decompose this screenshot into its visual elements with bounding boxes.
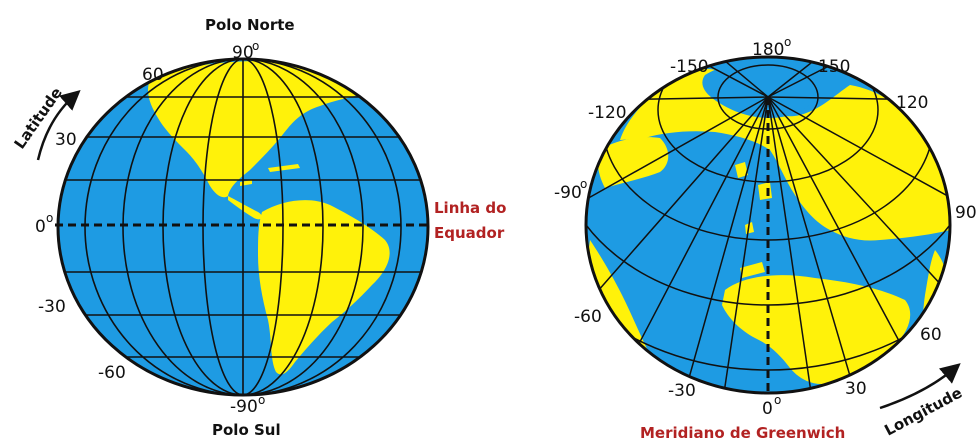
lat-0-degree: o [46, 211, 53, 225]
lon-30-label: 30 [845, 379, 867, 399]
europe-land [597, 137, 669, 188]
right-globe [584, 55, 952, 395]
lon-180-label: 180 [752, 40, 784, 60]
lat-90-label: 90 [232, 43, 254, 63]
lon-120-label: 120 [896, 93, 928, 113]
lon-90-label: 90 [955, 203, 977, 223]
lat-m90-label: -90 [230, 397, 258, 417]
caribbean-islands [240, 164, 300, 186]
lon-m90-label: -90 [554, 183, 582, 203]
lon-60-label: 60 [920, 325, 942, 345]
longitude-arrow [879, 363, 961, 410]
south-pole-label: Polo Sul [212, 421, 281, 439]
lon-m30-label: -30 [668, 381, 696, 401]
right-globe-outline [584, 55, 952, 395]
central-america-land [228, 196, 262, 220]
lon-m60-label: -60 [574, 307, 602, 327]
latitude-arrow [36, 90, 81, 161]
lat-90-degree: o [252, 39, 259, 53]
greenwich-label: Meridiano de Greenwich [640, 424, 845, 442]
lat-30-label: 30 [55, 130, 77, 150]
africa-land [722, 275, 911, 385]
lat-0-label: 0 [35, 217, 46, 237]
lon-m120-label: -120 [588, 103, 627, 123]
south-america-land [258, 200, 390, 375]
americas-edge-land [586, 240, 650, 358]
lon-m150-label: -150 [670, 57, 709, 77]
lat-m30-label: -30 [38, 297, 66, 317]
lon-180-degree: o [784, 35, 791, 49]
lon-150-label: 150 [818, 57, 850, 77]
left-globe-outline [56, 57, 430, 397]
longitude-axis-label: Longitude [881, 384, 965, 440]
lat-m90-degree: o [258, 393, 265, 407]
north-america-land [147, 60, 368, 198]
lat-60-label: 60 [142, 65, 164, 85]
lat-m60-label: -60 [98, 363, 126, 383]
lon-0-label: 0 [762, 399, 773, 419]
equator-label-line1: Linha do [434, 199, 506, 217]
lon-m90-degree: o [580, 177, 587, 191]
equator-label-line2: Equador [434, 224, 505, 242]
islands [735, 162, 772, 278]
north-pole-label: Polo Norte [205, 16, 295, 34]
lon-0-degree: o [774, 393, 781, 407]
left-globe [55, 57, 430, 397]
